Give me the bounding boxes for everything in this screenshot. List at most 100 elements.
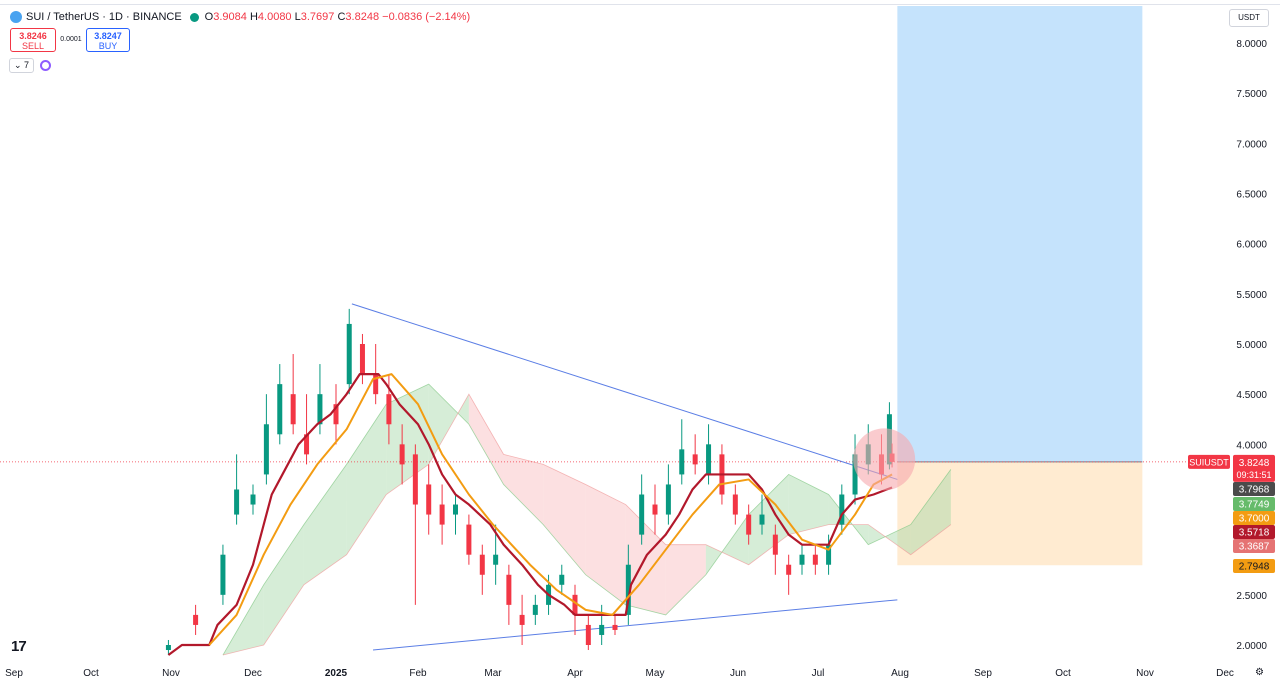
x-tick-label: Dec [244,668,262,679]
spread-value: 0.0001 [60,36,82,43]
cloud-segment [386,384,429,495]
indicators-toggle[interactable]: ⌄ 7 [9,58,35,73]
candle-body [572,594,578,615]
cloud-segment [910,469,951,555]
candle-body [453,504,458,515]
senkou-a-line [222,383,952,656]
candle-body [277,384,283,435]
y-tick-label: 7.0000 [1236,139,1267,150]
sell-button[interactable]: 3.8246 SELL [10,28,56,52]
candle-body [732,494,738,515]
highlight-circle [853,428,916,491]
candle-body [317,394,323,425]
currency-selector[interactable]: USDT [1229,9,1269,27]
candle-body [639,494,645,535]
candle-body [665,484,671,515]
candle-body [812,554,818,565]
settings-gear-icon[interactable]: ⚙ [1255,667,1264,678]
indicators-row: ⌄ 7 [9,58,52,73]
candle-body [786,564,792,575]
x-tick-label: Mar [484,668,502,679]
candle-body [826,544,832,565]
price-tag: 3.5718 [1233,525,1275,539]
candle-body [479,554,485,575]
candle-body [359,344,365,375]
price-tag: 2.7948 [1233,559,1275,573]
price-tag-last-time: 09:31:51 [1236,470,1271,480]
candle-body [426,484,432,515]
stop-zone [897,461,1143,566]
candle-body [652,504,658,515]
chart-header: SUI / TetherUS · 1D · BINANCE O3.9084 H4… [10,9,470,25]
candle-body [250,494,256,505]
price-tag: 3.7749 [1233,497,1275,511]
cloud-segment [468,394,504,485]
cloud-segment [346,404,387,555]
candle-body [506,574,512,605]
candle-body [412,454,418,505]
candle-body [399,444,405,465]
y-tick-label: 6.0000 [1236,240,1267,251]
cloud-segment [625,504,666,615]
candle-body [679,449,685,475]
cloud-segment [665,544,706,615]
indicator-settings-icon[interactable] [40,60,52,71]
candle-body [193,614,199,625]
y-tick-label: 2.5000 [1236,591,1267,602]
x-tick-label: Sep [974,668,992,679]
tradingview-logo[interactable]: 17 [11,638,27,655]
y-tick-label: 5.5000 [1236,290,1267,301]
candle-body [220,554,226,595]
cloud-segment [788,474,829,535]
candle-body [346,323,352,385]
kijun-line [167,373,893,656]
price-tag-bg [1233,539,1275,553]
candle-body [746,514,752,535]
top-border [0,4,1280,5]
y-tick-label: 8.0000 [1236,39,1267,50]
x-tick-label: Jun [730,668,746,679]
y-tick-label: 5.0000 [1236,340,1267,351]
price-tag-bg [1233,559,1275,573]
senkou-b-line [222,393,952,656]
x-tick-label: Oct [83,668,99,679]
ema-line [208,373,893,646]
candle-body [706,444,712,475]
price-tag-value: 3.7749 [1239,500,1270,511]
price-tag-value: 3.3687 [1239,542,1270,553]
candle-body [772,534,778,555]
price-tag-value: 3.7000 [1239,514,1270,525]
price-tag: 3.3687 [1233,539,1275,553]
candle-body [439,504,445,525]
candle-body [493,554,499,565]
y-tick-label: 2.0000 [1236,641,1267,652]
buy-button[interactable]: 3.8247 BUY [86,28,130,52]
price-tag: 3.7968 [1233,482,1275,496]
price-tag-value: 3.7968 [1239,485,1270,496]
candle-body [466,524,472,555]
x-tick-label: 2025 [325,668,348,679]
ohlc-values: O3.9084 H4.0080 L3.7697 C3.8248 −0.0836 … [204,11,471,23]
sui-logo-icon [10,11,22,23]
cloud-segment [303,464,347,585]
candle-body [559,574,565,585]
x-tick-label: Nov [1136,668,1154,679]
price-tag-value: 2.7948 [1239,562,1270,573]
cloud-segment [503,454,544,525]
y-tick-label: 4.0000 [1236,440,1267,451]
trend-lower-line [372,599,898,651]
symbol-title[interactable]: SUI / TetherUS · 1D · BINANCE [26,11,182,23]
cloud-segment [585,484,626,605]
candle-body [692,454,698,465]
candle-body [304,434,310,455]
symbol-tag-label: SUIUSDT [1189,457,1229,467]
plot-area [0,6,1228,656]
cloud-segment [748,474,789,565]
x-tick-label: Dec [1216,668,1234,679]
x-tick-label: Sep [5,668,23,679]
candle-body [263,424,269,475]
candle-body [839,494,845,525]
candle-body [799,554,805,565]
